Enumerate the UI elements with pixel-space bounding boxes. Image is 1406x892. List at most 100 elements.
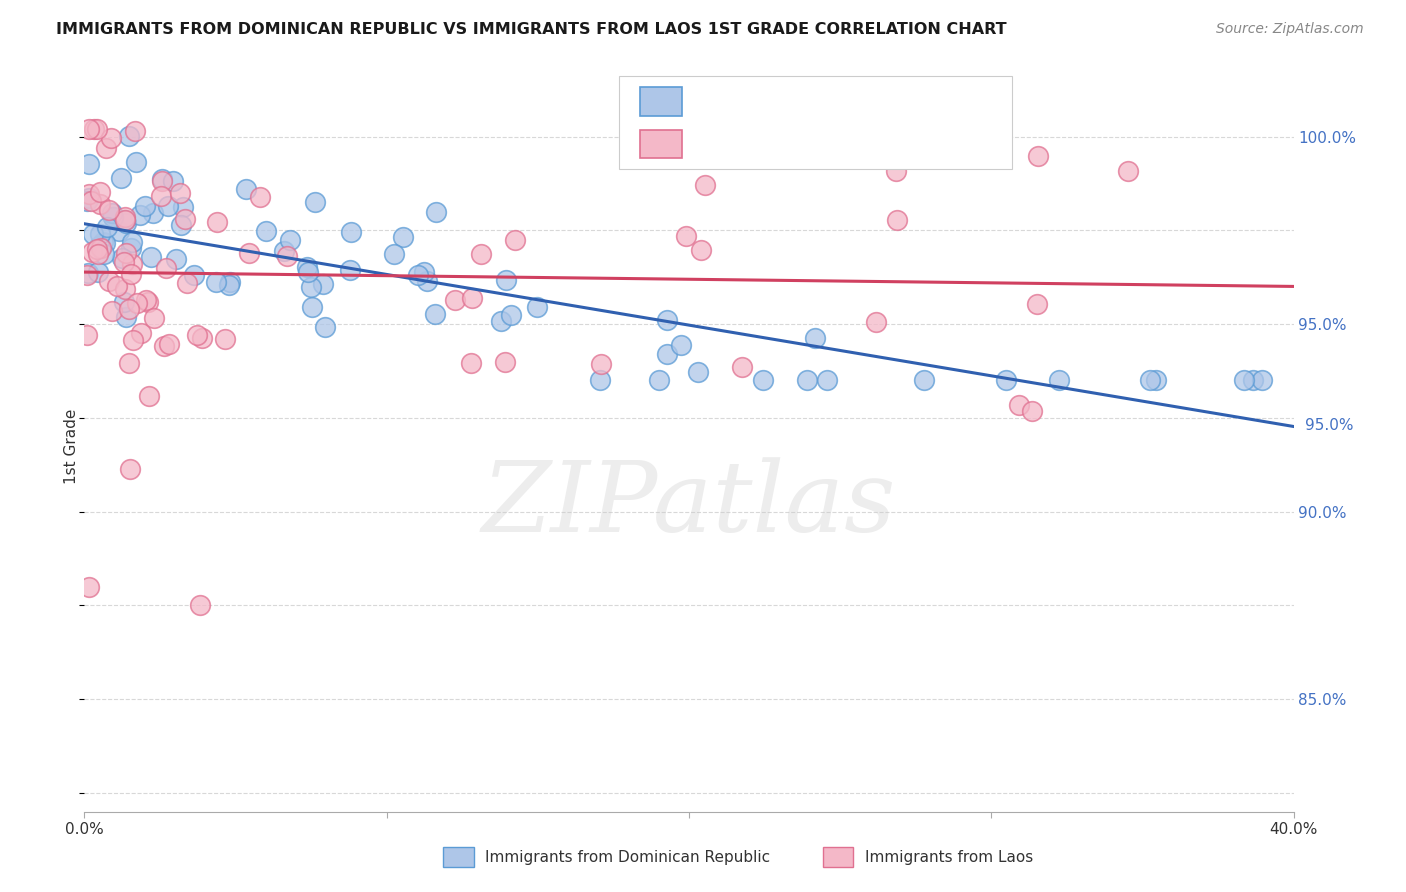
Point (76, 194, 98, 208)
Text: 73: 73 (876, 135, 897, 153)
Text: Immigrants from Dominican Republic: Immigrants from Dominican Republic (485, 850, 770, 864)
Y-axis label: 1st Grade: 1st Grade (63, 409, 79, 483)
Text: Immigrants from Laos: Immigrants from Laos (865, 850, 1033, 864)
Point (423, 307, 446, 321)
Point (112, 295, 135, 310)
Point (90, 241, 112, 255)
Point (125, 154, 148, 169)
Point (89, 186, 111, 200)
Point (470, 247, 492, 261)
Point (87, 246, 110, 260)
Point (299, 279, 322, 293)
Point (77, 191, 100, 205)
Text: -0.394: -0.394 (735, 93, 800, 111)
Point (114, 213, 136, 227)
Point (105, 279, 128, 293)
Point (304, 194, 326, 209)
Point (150, 189, 173, 203)
Point (169, 186, 191, 200)
Point (110, 171, 132, 186)
Point (100, 130, 122, 145)
Point (124, 124, 146, 138)
Point (125, 296, 148, 310)
Point (159, 337, 181, 351)
Point (77, 157, 100, 171)
Point (408, 268, 430, 282)
Point (121, 235, 143, 249)
Point (87, 239, 110, 253)
Point (120, 462, 142, 476)
Point (172, 200, 194, 214)
Point (115, 310, 138, 325)
Point (76, 268, 98, 282)
Point (91, 235, 114, 250)
Point (280, 233, 302, 247)
Point (273, 244, 295, 258)
Point (494, 355, 516, 369)
Point (295, 260, 318, 275)
Point (112, 254, 135, 268)
Point (135, 293, 157, 307)
Point (174, 212, 197, 227)
Text: 0.013: 0.013 (735, 135, 800, 153)
Point (103, 210, 125, 224)
Point (695, 178, 717, 192)
Point (994, 373, 1017, 387)
Point (865, 315, 887, 329)
Point (183, 268, 205, 282)
Point (114, 212, 136, 227)
Point (648, 373, 671, 387)
Point (489, 314, 512, 328)
Point (121, 257, 143, 271)
Point (1021, 404, 1043, 418)
Point (1116, 164, 1139, 178)
Point (655, 346, 678, 360)
Point (129, 326, 152, 340)
Point (98, 203, 121, 218)
Point (150, 173, 173, 187)
Point (150, 171, 173, 186)
Point (460, 356, 482, 370)
Text: N =: N = (813, 135, 877, 153)
Point (165, 252, 187, 266)
Point (730, 360, 752, 375)
Point (1250, 373, 1272, 387)
Point (157, 198, 180, 212)
Point (111, 251, 134, 265)
Point (80, 244, 103, 259)
Point (128, 208, 150, 222)
Point (886, 163, 908, 178)
Point (804, 331, 827, 345)
Point (121, 267, 143, 281)
Point (675, 229, 697, 244)
Point (83, 122, 105, 136)
Text: IMMIGRANTS FROM DOMINICAN REPUBLIC VS IMMIGRANTS FROM LAOS 1ST GRADE CORRELATION: IMMIGRANTS FROM DOMINICAN REPUBLIC VS IM… (56, 22, 1007, 37)
Point (101, 206, 124, 220)
Point (114, 282, 136, 296)
Point (425, 204, 447, 219)
Point (412, 265, 434, 279)
Point (77, 266, 100, 280)
Point (138, 389, 160, 403)
Point (162, 174, 184, 188)
Point (101, 211, 124, 225)
Text: R =: R = (693, 93, 737, 111)
Point (94, 235, 117, 250)
Point (86, 122, 108, 136)
Point (314, 320, 336, 334)
Text: ZIPatlas: ZIPatlas (482, 457, 896, 552)
Point (96, 141, 118, 155)
Point (1026, 149, 1049, 163)
Point (416, 274, 439, 288)
Point (655, 313, 678, 327)
Point (141, 250, 163, 264)
Point (186, 327, 208, 342)
Point (1139, 373, 1161, 387)
Point (89, 227, 111, 241)
Text: 82: 82 (876, 93, 897, 111)
Point (121, 334, 143, 348)
Point (499, 309, 522, 323)
Point (82, 227, 104, 242)
Point (886, 213, 908, 227)
Text: 95.0%: 95.0% (1305, 418, 1353, 433)
